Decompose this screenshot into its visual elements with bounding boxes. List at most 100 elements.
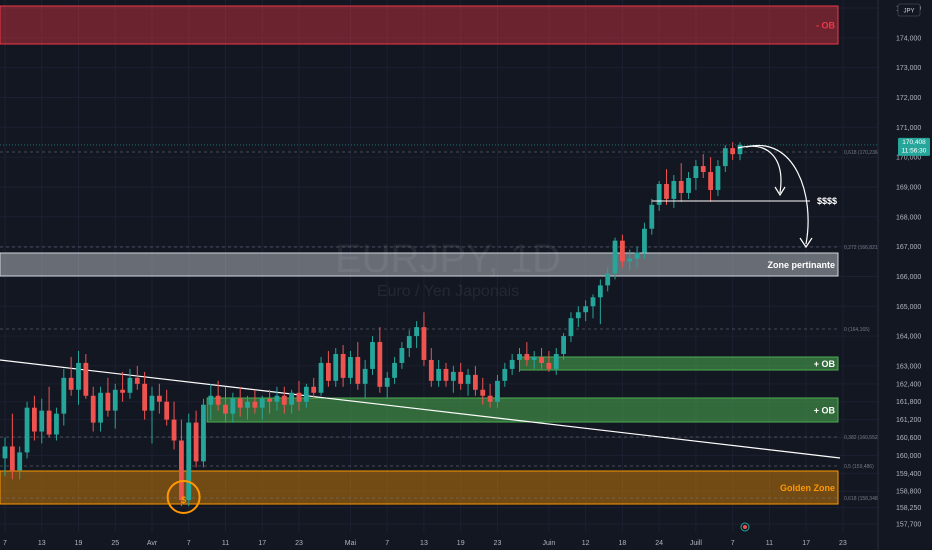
candle-body (32, 407, 37, 432)
candle-body (215, 395, 221, 405)
zone-label: + OB (814, 406, 836, 416)
candle-body (671, 180, 677, 199)
price-tick-label: 162,400 (896, 381, 921, 388)
price-tick-label: 161,800 (896, 399, 921, 406)
candle-body (9, 446, 15, 471)
candle-body (539, 356, 544, 363)
time-tick-label: 17 (802, 540, 810, 547)
candle-body (612, 240, 618, 274)
time-tick-label: 13 (420, 540, 428, 547)
candle-body (487, 395, 493, 402)
time-tick-label: 12 (582, 540, 590, 547)
candle-body (149, 395, 155, 411)
candle-body (186, 422, 192, 501)
candle-body (443, 368, 449, 381)
candle-body (289, 392, 295, 405)
time-tick-label: 18 (619, 540, 627, 547)
price-tick-label: 173,000 (896, 65, 921, 72)
candle-body (281, 395, 287, 405)
price-tick-label: 171,000 (896, 125, 921, 132)
candle-body (46, 410, 52, 435)
candle-body (252, 401, 258, 408)
currency-button[interactable]: JPY (897, 3, 921, 17)
candle-body (436, 368, 442, 381)
candle-body (377, 342, 383, 387)
candle-body (561, 336, 566, 354)
price-tick-label: 172,000 (896, 95, 921, 102)
candle-body (722, 148, 728, 167)
candle-body (370, 342, 375, 369)
candle-body (296, 392, 302, 402)
candle-body (230, 398, 236, 414)
price-tick-label: 158,800 (896, 489, 921, 496)
candle-body (156, 395, 162, 402)
candle-body (730, 148, 736, 155)
candle-body (642, 228, 647, 253)
price-tick-label: 159,400 (896, 471, 921, 478)
candle-body (678, 180, 684, 193)
candle-body (39, 410, 45, 432)
candle-body (164, 401, 170, 420)
price-tick-label: 165,000 (896, 304, 921, 311)
price-tick-label: 168,000 (896, 214, 921, 221)
candle-body (83, 362, 89, 396)
price-tick-label: 160,600 (896, 435, 921, 442)
price-tick-label: 161,200 (896, 417, 921, 424)
candle-body (245, 401, 250, 408)
price-tick-label: 167,000 (896, 244, 921, 251)
candle-body (333, 353, 339, 381)
price-tick-label: 164,000 (896, 334, 921, 341)
arrow-long (745, 144, 809, 245)
candle-body (2, 446, 8, 459)
candle-body (693, 166, 699, 179)
candle-body (348, 356, 353, 378)
candle-body (473, 374, 478, 390)
fib-level-label: 0,5 (159,486) (844, 464, 874, 470)
candle-body (495, 380, 500, 402)
fib-level-label: 0,618 (170,236) (844, 150, 880, 156)
candle-body (201, 404, 206, 462)
time-tick-label: 25 (111, 540, 119, 547)
annotations-layer: $$$$$ (166, 144, 837, 514)
candle-body (634, 252, 640, 259)
candle-body (575, 312, 581, 319)
candle-body (68, 377, 74, 390)
time-axis: 7 13 19 25 Avr 7 11 17 23 Mai 7 13 19 23 Juin 12 18 24 Jui… (3, 540, 847, 547)
candle-body (17, 452, 23, 471)
time-tick-label: 23 (295, 540, 303, 547)
candle-body (590, 297, 596, 307)
candle-body (267, 398, 272, 402)
candle-body (524, 353, 530, 360)
time-tick-label: Avr (147, 540, 158, 547)
candle-body (76, 362, 81, 390)
time-tick-label: 7 (187, 540, 191, 547)
candle-body (686, 178, 691, 193)
trendline (0, 359, 841, 459)
candle-body (362, 368, 368, 384)
candle-body (274, 395, 280, 402)
fib-level-label: 0,382 (160,552) (844, 435, 880, 441)
candle-body (142, 383, 148, 411)
candle-body (583, 306, 589, 313)
candle-body (340, 353, 346, 378)
sweep-label: $ (181, 495, 186, 505)
time-tick-label: 19 (457, 540, 465, 547)
candle-body (421, 327, 427, 360)
liquidity-label: $$$$ (817, 196, 837, 206)
time-tick-label: 23 (839, 540, 847, 547)
candle-body (120, 389, 125, 393)
alert-icon[interactable] (740, 522, 750, 532)
time-tick-label: 19 (75, 540, 83, 547)
candle-body (465, 374, 471, 384)
candle-body (98, 392, 103, 423)
candle-body (223, 404, 228, 414)
candle-body (90, 395, 96, 423)
candle-body (179, 440, 184, 501)
candle-body (259, 398, 265, 408)
price-axis-panel[interactable] (878, 0, 932, 550)
last-price-value: 170,408 (902, 139, 926, 146)
price-tick-label: 158,250 (896, 505, 921, 512)
candle-body (406, 336, 412, 349)
candle-body (414, 327, 419, 337)
